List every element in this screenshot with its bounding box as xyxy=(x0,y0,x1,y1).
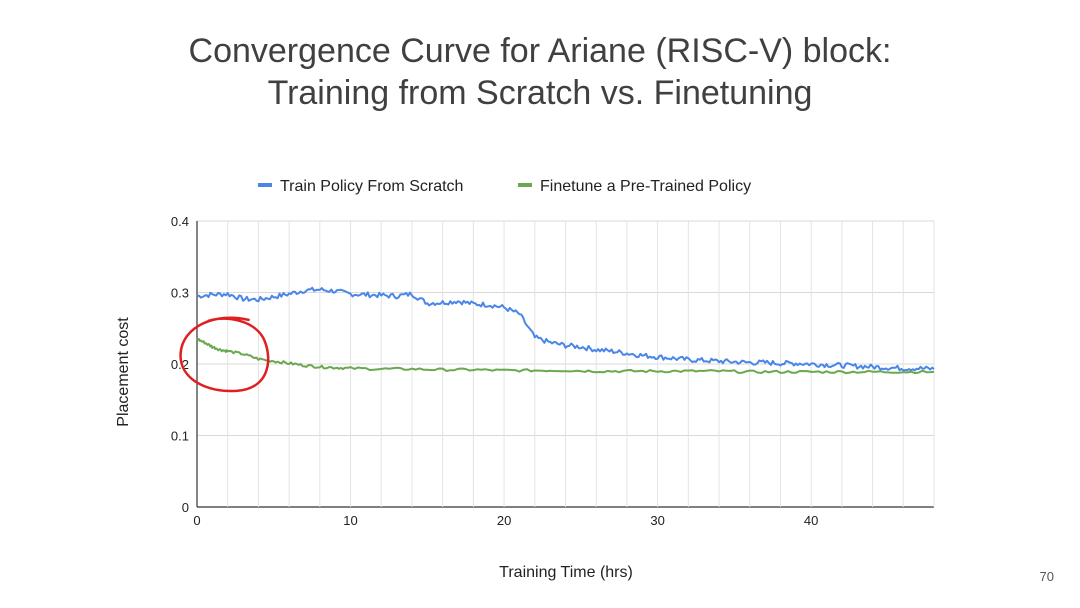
red-circle-annotation xyxy=(179,316,270,393)
x-tick-label: 10 xyxy=(343,513,357,528)
page-number: 70 xyxy=(1039,569,1054,584)
series-line-1 xyxy=(196,286,935,372)
x-tick-label: 30 xyxy=(650,513,664,528)
y-tick-label: 0.1 xyxy=(171,429,189,444)
y-tick-label: 0.4 xyxy=(171,214,189,229)
title-line-1: Convergence Curve for Ariane (RISC-V) bl… xyxy=(188,32,892,70)
annotation-layer xyxy=(179,316,270,393)
x-tick-label: 20 xyxy=(497,513,511,528)
series-lines xyxy=(196,286,935,375)
slide-title: Convergence Curve for Ariane (RISC-V) bl… xyxy=(0,30,1080,114)
axes: 00.10.20.30.40 10 20 30 40 xyxy=(171,214,818,528)
y-tick-label: 0.3 xyxy=(171,286,189,301)
x-axis-label: Training Time (hrs) xyxy=(499,564,633,581)
series-line-2 xyxy=(196,338,935,375)
grid xyxy=(197,220,935,508)
legend-label: Finetune a Pre-Trained Policy xyxy=(540,178,751,195)
legend-label: Train Policy From Scratch xyxy=(280,178,463,195)
y-tick-label: 0 xyxy=(182,500,189,515)
title-line-2: Training from Scratch vs. Finetuning xyxy=(267,74,813,112)
x-tick-label: 40 xyxy=(804,513,818,528)
legend: Train Policy From Scratch Finetune a Pre-… xyxy=(258,178,751,195)
y-axis-label: Placement cost xyxy=(115,317,132,427)
x-tick-label: 0 xyxy=(193,513,200,528)
